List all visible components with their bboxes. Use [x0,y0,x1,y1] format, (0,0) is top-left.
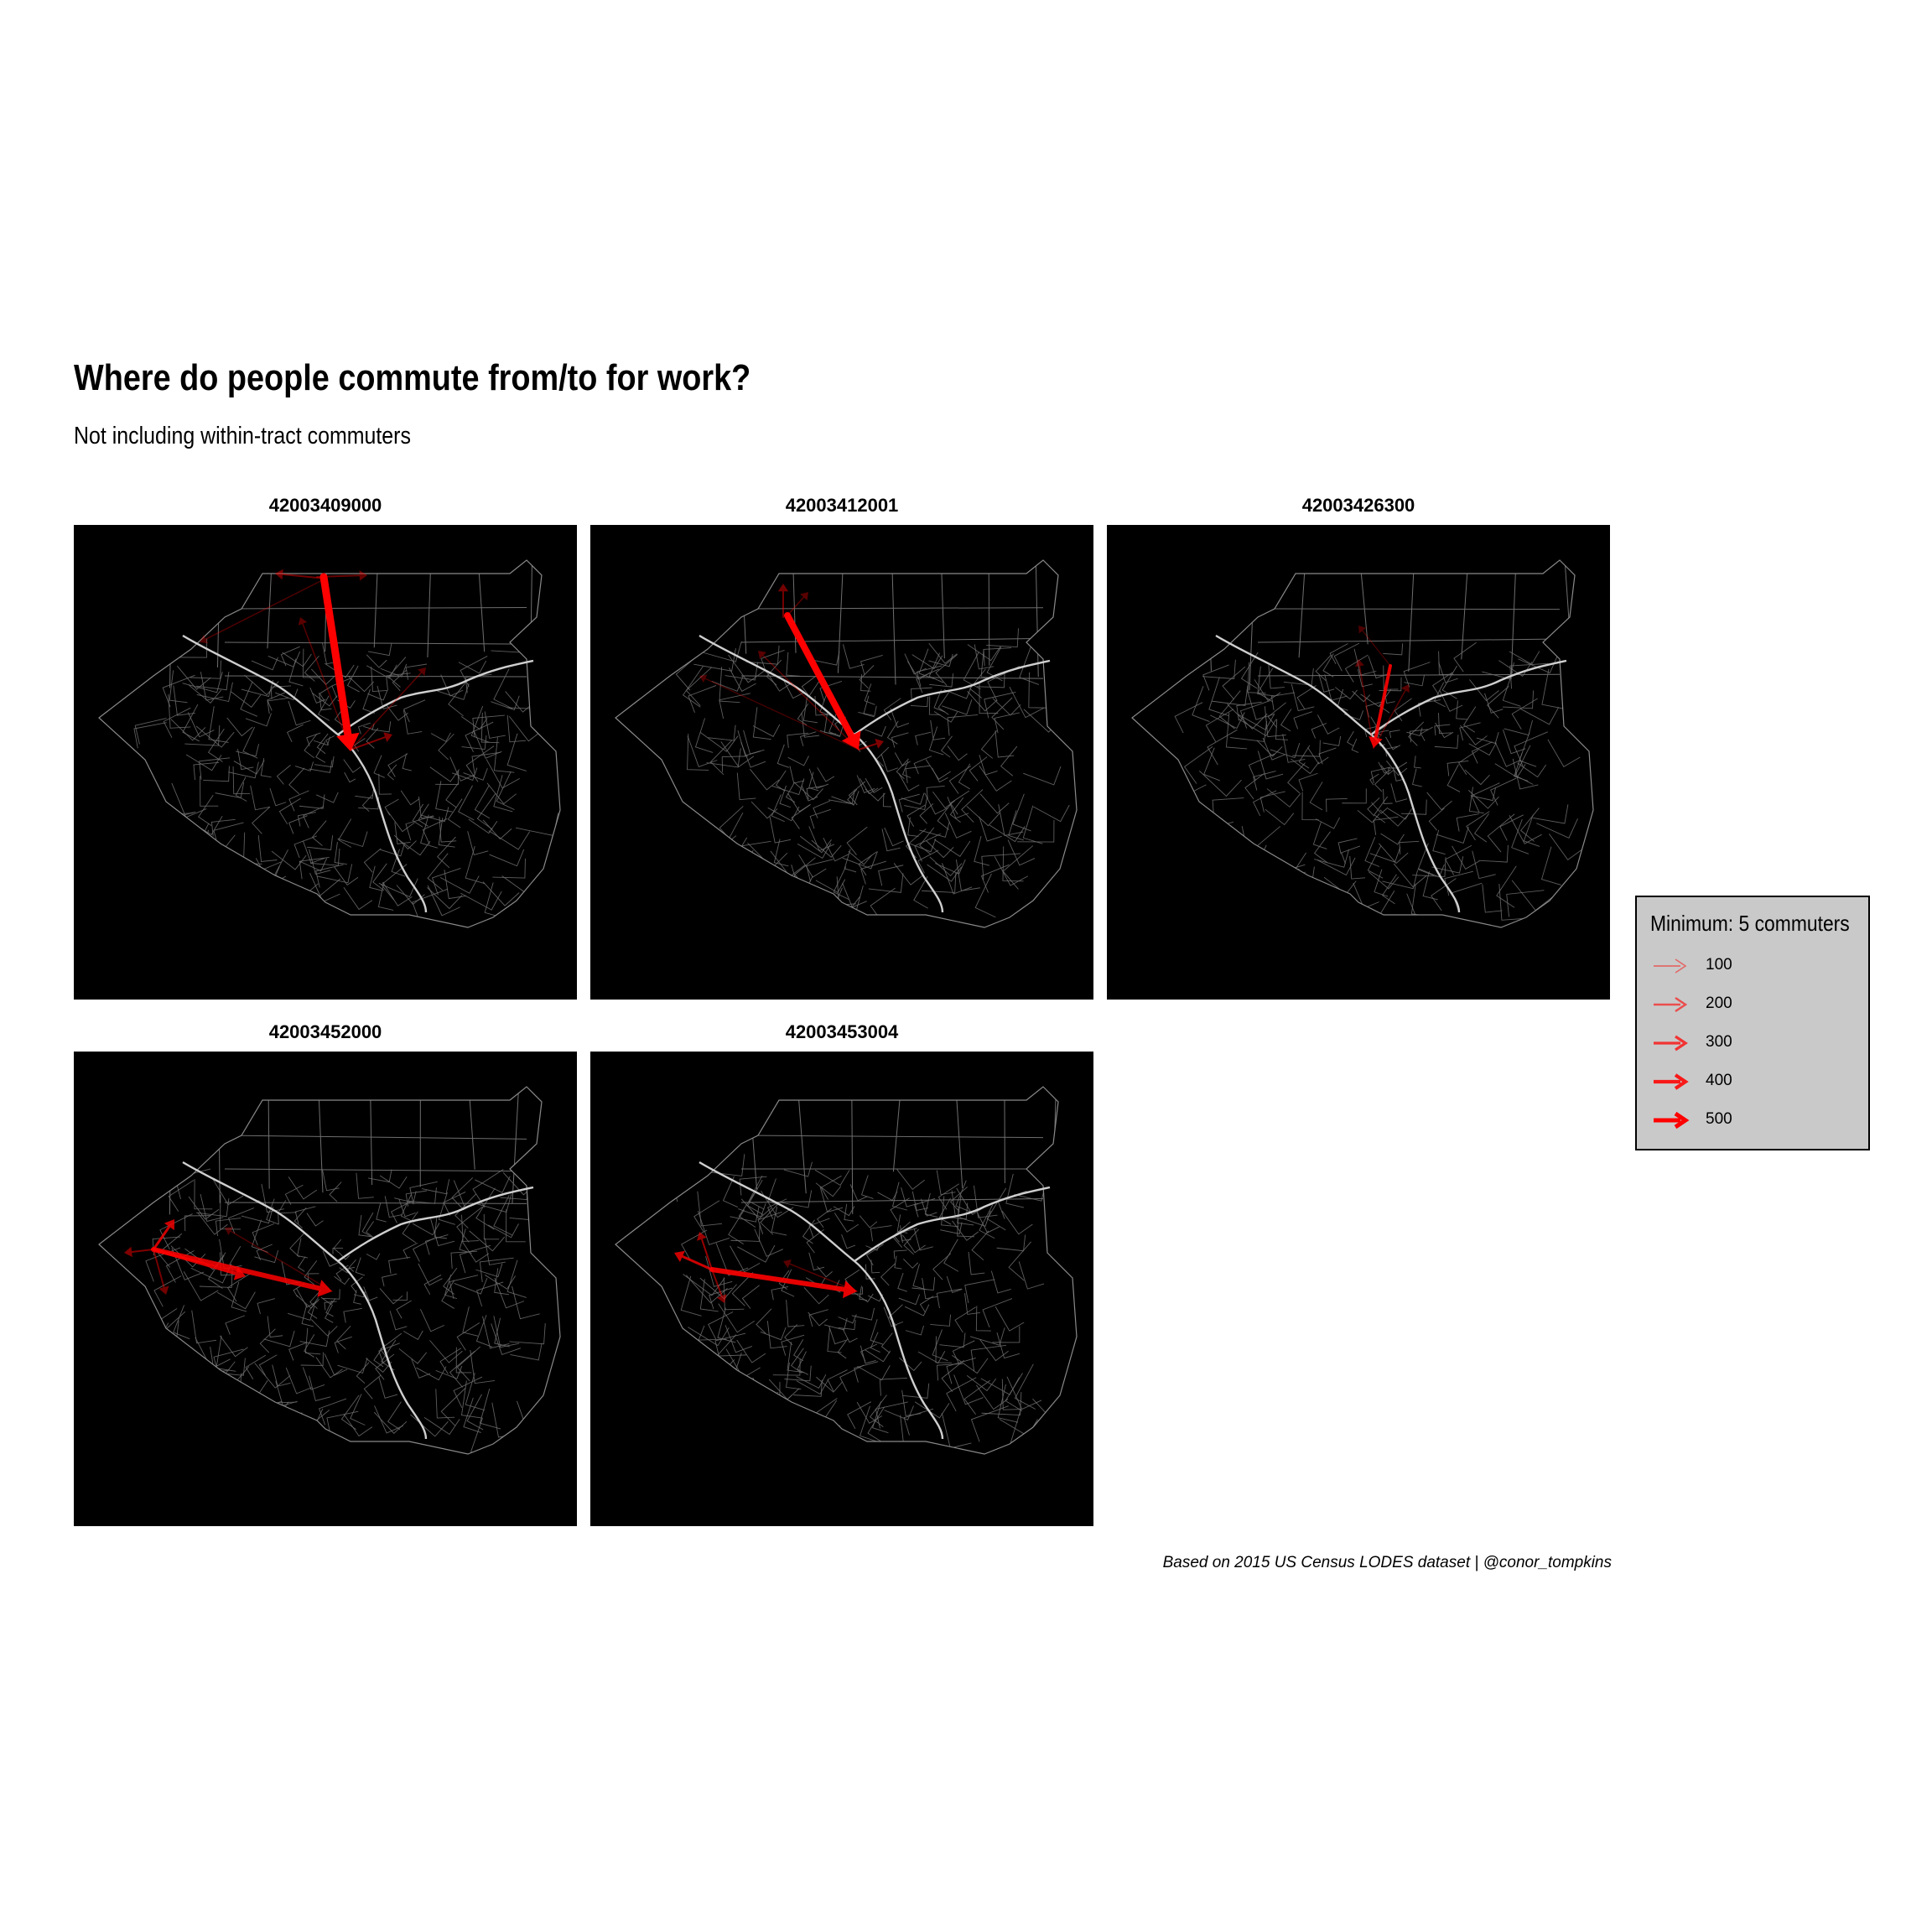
legend-item-200: 200 [1650,989,1852,1020]
caption: Based on 2015 US Census LODES dataset | … [1162,1554,1612,1571]
commute-arrow [1373,684,1410,749]
commute-arrow [711,1269,727,1303]
county-outline [615,1086,1078,1455]
commute-arrow [709,1267,857,1299]
panel-label-5: 42003453004 [785,1021,899,1042]
legend-label: 400 [1706,1072,1732,1089]
legend-title: Minimum: 5 commuters [1650,911,1850,936]
commute-arrow [152,1248,246,1280]
commute-arrow [674,1250,714,1271]
chart-title: Where do people commute from/to for work… [74,357,751,398]
tract-grid [1154,560,1584,927]
map-panel-5 [590,1052,1093,1526]
panel-label-4: 42003452000 [268,1021,382,1042]
county-outline [98,559,561,928]
map-panel-2 [590,525,1093,1000]
tract-grid [634,560,1070,927]
legend-arrow [1654,1111,1690,1130]
map-svg-4 [98,1086,561,1455]
commute-arrow [758,651,860,750]
map-panel-4 [74,1052,577,1526]
panel-label-3: 42003426300 [1301,495,1415,516]
commute-arrow [350,667,426,750]
commute-arrow [316,570,367,581]
legend-item-100: 100 [1650,951,1852,981]
legend-item-300: 300 [1650,1028,1852,1058]
panel-label-1: 42003409000 [268,495,382,516]
commute-arrow [783,1259,858,1292]
map-svg-5 [615,1086,1078,1455]
tract-grid [640,1087,1073,1454]
commute-arrow [1358,626,1391,667]
commute-arrow [784,612,861,750]
map-svg-3 [1131,559,1594,928]
commute-arrow [298,617,351,750]
map-svg-1 [98,559,561,928]
commute-arrow [777,584,789,618]
commute-arrow [787,592,808,616]
tract-grid [123,560,559,927]
legend-arrow [1654,1073,1689,1090]
county-outline [615,559,1078,928]
legend-arrow-icon [1654,958,1687,974]
legend-arrow [1654,958,1687,974]
legend: Minimum: 5 commuters 100 200 300 400 500 [1635,896,1870,1150]
legend-item-500: 500 [1650,1105,1852,1135]
commute-arrow [350,732,392,750]
commute-arrow [152,1219,174,1251]
commute-arrow [858,739,884,750]
commute-arrow [124,1246,154,1258]
commute-arrow [1368,664,1392,748]
commute-arrow [153,1249,169,1295]
legend-label: 500 [1706,1110,1732,1128]
legend-label: 300 [1706,1033,1732,1051]
commute-arrow [1354,659,1374,749]
river [699,634,1051,913]
legend-arrow-icon [1654,1035,1688,1052]
river [182,634,534,913]
legend-label: 200 [1706,995,1732,1012]
county-outline [1131,559,1594,928]
river [1215,634,1567,913]
legend-item-400: 400 [1650,1067,1852,1097]
legend-arrow [1654,996,1688,1013]
river [182,1161,534,1440]
commute-arrow [225,1227,333,1292]
river [699,1161,1051,1440]
legend-arrow-icon [1654,1073,1689,1090]
commute-arrow [699,674,860,750]
map-svg-2 [615,559,1078,928]
chart-subtitle: Not including within-tract commuters [74,423,411,449]
commute-arrow [275,569,326,580]
map-panel-3 [1107,525,1610,1000]
legend-label: 100 [1706,956,1732,974]
panel-label-2: 42003412001 [785,495,899,516]
county-outline [98,1086,561,1455]
legend-arrow [1654,1035,1688,1052]
map-panel-1 [74,525,577,1000]
commute-arrow [697,1232,713,1270]
commute-arrow [200,578,326,644]
legend-arrow-icon [1654,996,1688,1013]
commute-arrow [319,573,360,751]
legend-arrow-icon [1654,1111,1690,1130]
